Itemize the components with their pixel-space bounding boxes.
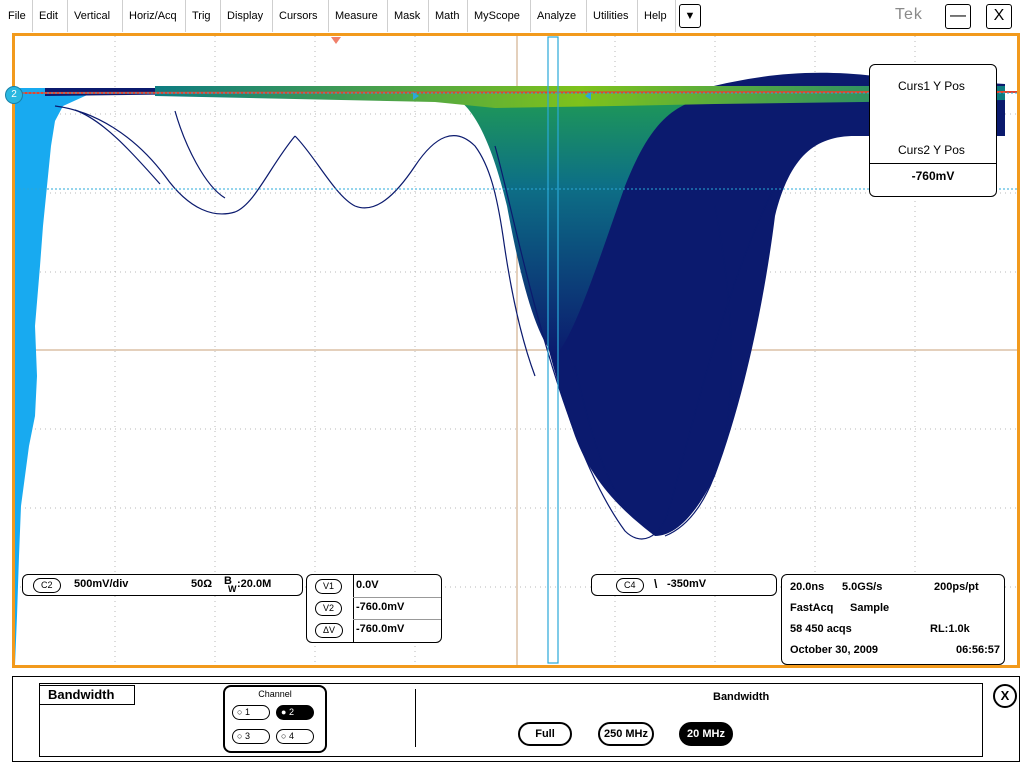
minimize-button[interactable]: — <box>945 4 971 29</box>
menu-utilities[interactable]: Utilities <box>587 0 638 32</box>
bandwidth-header: Bandwidth <box>713 691 770 703</box>
panel-divider <box>415 689 416 747</box>
menu-vertical[interactable]: Vertical <box>68 0 123 32</box>
bandwidth-limit: :20.0M <box>237 578 272 590</box>
trigger-position-icon[interactable] <box>331 37 341 44</box>
timebase-readout[interactable]: 20.0ns 5.0GS/s 200ps/pt FastAcq Sample 5… <box>781 574 1005 665</box>
waveform-traces <box>54 105 776 540</box>
channel-1-label: 1 <box>244 707 250 717</box>
bandwidth-subscript: W <box>228 584 237 594</box>
waveform-display[interactable] <box>15 36 1017 665</box>
sample-rate: 5.0GS/s <box>842 581 883 593</box>
channel-2-readout[interactable]: C2 500mV/div 50Ω B W :20.0M <box>22 574 303 596</box>
channel-2-label: 2 <box>288 707 294 717</box>
bandwidth-20mhz-button[interactable]: 20 MHz <box>679 722 733 746</box>
menu-help[interactable]: Help <box>638 0 676 32</box>
menu-math[interactable]: Math <box>429 0 468 32</box>
channel-badge: C2 <box>33 578 61 593</box>
channel-selector: Channel ○ 1 ● 2 ○ 3 ○ 4 <box>223 685 327 753</box>
cursor2-arrow-icon <box>585 92 591 100</box>
vertical-cursor-zone[interactable] <box>547 36 559 664</box>
panel-title: Bandwidth <box>39 685 135 705</box>
panel-close-icon[interactable]: X <box>993 684 1017 708</box>
menu-analyze[interactable]: Analyze <box>531 0 587 32</box>
cursor2-label: Curs2 Y Pos <box>898 143 965 157</box>
channel-2-button[interactable]: ● 2 <box>276 705 314 720</box>
cursor1-label: Curs1 Y Pos <box>898 79 965 93</box>
acquisition-mode: FastAcq <box>790 602 834 614</box>
bandwidth-prefix: B <box>224 575 232 587</box>
acquisition-count: 58 450 acqs <box>790 623 852 635</box>
acquisition-date: October 30, 2009 <box>790 644 879 656</box>
time-resolution: 200ps/pt <box>934 581 979 593</box>
v1-value: 0.0V <box>356 579 379 591</box>
trigger-readout[interactable]: C4 \ -350mV <box>591 574 777 596</box>
horizontal-scale: 20.0ns <box>790 581 825 593</box>
channel-1-button[interactable]: ○ 1 <box>232 705 270 720</box>
cursor-value: -760mV <box>911 169 955 183</box>
v1-label: V1 <box>315 579 343 594</box>
delta-v-value: -760.0mV <box>356 623 405 635</box>
brand-logo: Tek <box>895 6 923 23</box>
menu-myscope[interactable]: MyScope <box>468 0 531 32</box>
cursor-readout-table: V1 0.0V V2 -760.0mV ΔV -760.0mV <box>306 574 442 643</box>
persistence-core <box>445 94 705 356</box>
menu-edit[interactable]: Edit <box>33 0 68 32</box>
menu-cursors[interactable]: Cursors <box>273 0 329 32</box>
v2-value: -760.0mV <box>356 601 405 613</box>
v2-label: V2 <box>315 601 343 616</box>
vertical-scale: 500mV/div <box>74 578 129 590</box>
sampling-mode: Sample <box>850 602 890 614</box>
record-length: RL:1.0k <box>930 623 970 635</box>
graticule-area[interactable]: 2 Curs1 Y Pos Curs2 Y Pos -760mV C2 500m… <box>5 33 1020 668</box>
menu-display[interactable]: Display <box>221 0 273 32</box>
channel-3-label: 3 <box>244 731 250 741</box>
menu-bar: File Edit Vertical Horiz/Acq Trig Displa… <box>0 0 1024 32</box>
menu-trig[interactable]: Trig <box>186 0 221 32</box>
channel-4-button[interactable]: ○ 4 <box>276 729 314 744</box>
falling-edge-icon: \ <box>654 577 658 591</box>
histogram-bars <box>15 88 105 665</box>
input-impedance: 50Ω <box>191 578 213 590</box>
menu-mask[interactable]: Mask <box>388 0 429 32</box>
channel-group-label: Channel <box>258 689 292 699</box>
acquisition-time: 06:56:57 <box>956 644 1001 656</box>
channel-2-marker-icon[interactable]: 2 <box>5 86 23 104</box>
trigger-source-badge: C4 <box>616 578 644 593</box>
channel-4-label: 4 <box>288 731 294 741</box>
menu-horiz-acq[interactable]: Horiz/Acq <box>123 0 186 32</box>
panel-frame <box>39 683 983 757</box>
channel-3-button[interactable]: ○ 3 <box>232 729 270 744</box>
bandwidth-full-button[interactable]: Full <box>518 722 572 746</box>
delta-v-label: ΔV <box>315 623 344 638</box>
bandwidth-control-panel: Bandwidth Channel ○ 1 ● 2 ○ 3 ○ 4 Bandwi… <box>12 676 1020 762</box>
cursor1-arrow-icon <box>413 92 419 100</box>
bandwidth-250mhz-button[interactable]: 250 MHz <box>598 722 654 746</box>
cursor-position-box[interactable]: Curs1 Y Pos Curs2 Y Pos -760mV <box>869 64 997 197</box>
menu-measure[interactable]: Measure <box>329 0 388 32</box>
trigger-level: -350mV <box>667 578 707 590</box>
menu-file[interactable]: File <box>2 0 33 32</box>
close-button[interactable]: X <box>986 4 1012 29</box>
menu-dropdown-button[interactable]: ▼ <box>679 4 701 28</box>
